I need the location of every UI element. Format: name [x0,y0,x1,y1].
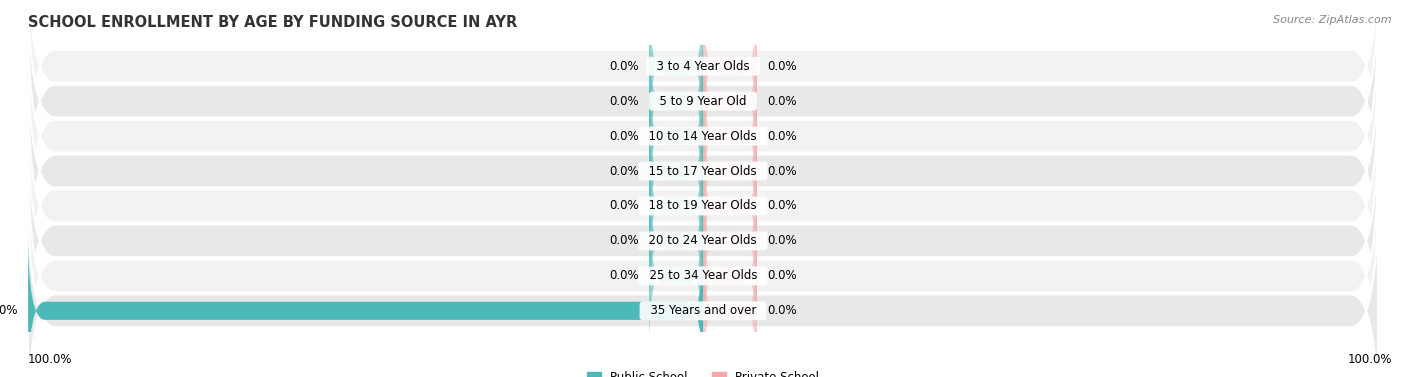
FancyBboxPatch shape [28,153,1378,377]
Text: 100.0%: 100.0% [0,304,18,317]
Text: 0.0%: 0.0% [609,60,638,73]
Text: 25 to 34 Year Olds: 25 to 34 Year Olds [641,269,765,282]
Text: SCHOOL ENROLLMENT BY AGE BY FUNDING SOURCE IN AYR: SCHOOL ENROLLMENT BY AGE BY FUNDING SOUR… [28,15,517,30]
Text: 5 to 9 Year Old: 5 to 9 Year Old [652,95,754,108]
Text: 0.0%: 0.0% [768,60,797,73]
Text: 0.0%: 0.0% [768,95,797,108]
FancyBboxPatch shape [703,198,756,354]
Text: 0.0%: 0.0% [609,234,638,247]
FancyBboxPatch shape [650,162,703,319]
FancyBboxPatch shape [650,0,703,144]
Text: 0.0%: 0.0% [609,199,638,213]
FancyBboxPatch shape [703,162,756,319]
Text: 100.0%: 100.0% [1347,353,1392,366]
Text: 100.0%: 100.0% [28,353,73,366]
FancyBboxPatch shape [28,0,1378,224]
Text: 15 to 17 Year Olds: 15 to 17 Year Olds [641,164,765,178]
FancyBboxPatch shape [28,48,1378,294]
Text: 18 to 19 Year Olds: 18 to 19 Year Olds [641,199,765,213]
FancyBboxPatch shape [703,0,756,144]
Text: 0.0%: 0.0% [609,130,638,143]
Text: 0.0%: 0.0% [768,164,797,178]
FancyBboxPatch shape [28,187,1378,377]
Text: 0.0%: 0.0% [609,95,638,108]
FancyBboxPatch shape [650,198,703,354]
Text: 35 Years and over: 35 Years and over [643,304,763,317]
FancyBboxPatch shape [650,58,703,215]
Text: 10 to 14 Year Olds: 10 to 14 Year Olds [641,130,765,143]
Text: 0.0%: 0.0% [609,269,638,282]
Legend: Public School, Private School: Public School, Private School [582,366,824,377]
Text: 0.0%: 0.0% [768,269,797,282]
FancyBboxPatch shape [703,128,756,284]
FancyBboxPatch shape [650,128,703,284]
FancyBboxPatch shape [28,13,1378,259]
Text: 20 to 24 Year Olds: 20 to 24 Year Olds [641,234,765,247]
FancyBboxPatch shape [650,23,703,179]
Text: 0.0%: 0.0% [768,130,797,143]
FancyBboxPatch shape [28,118,1378,364]
Text: Source: ZipAtlas.com: Source: ZipAtlas.com [1274,15,1392,25]
FancyBboxPatch shape [28,233,703,377]
Text: 3 to 4 Year Olds: 3 to 4 Year Olds [650,60,756,73]
FancyBboxPatch shape [703,58,756,215]
Text: 0.0%: 0.0% [768,234,797,247]
FancyBboxPatch shape [703,93,756,249]
Text: 0.0%: 0.0% [768,304,797,317]
FancyBboxPatch shape [703,233,756,377]
FancyBboxPatch shape [28,0,1378,190]
FancyBboxPatch shape [650,93,703,249]
FancyBboxPatch shape [703,23,756,179]
Text: 0.0%: 0.0% [609,164,638,178]
Text: 0.0%: 0.0% [768,199,797,213]
FancyBboxPatch shape [28,83,1378,329]
